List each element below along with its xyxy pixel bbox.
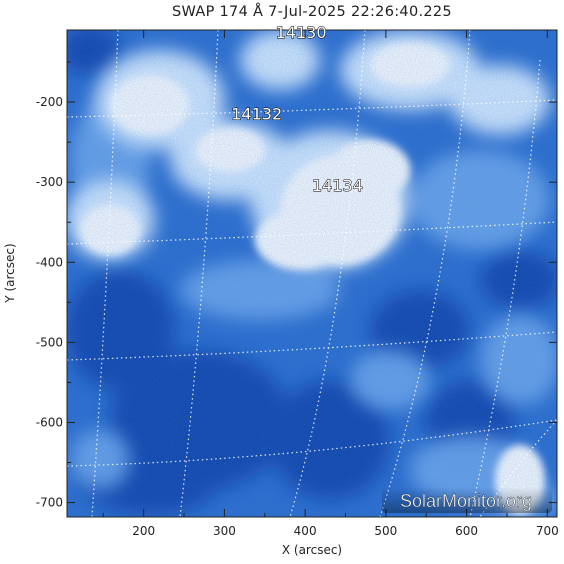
y-axis-ticks: -200 -300 -400 -500 -600 -700	[36, 61, 557, 510]
region-label: 14132	[231, 105, 282, 124]
x-tick-label: 300	[213, 524, 236, 538]
y-tick-label: -700	[36, 496, 63, 510]
y-axis-label: Y (arcsec)	[3, 243, 17, 303]
active-region-labels: 14130 14132 14134	[231, 23, 364, 196]
x-tick-label: 400	[294, 524, 317, 538]
x-tick-label: 700	[536, 524, 559, 538]
x-tick-label: 500	[374, 524, 397, 538]
solar-emission-image	[67, 30, 557, 517]
y-tick-label: -400	[36, 255, 63, 269]
region-label: 14130	[276, 23, 327, 42]
plot-title: SWAP 174 Å 7-Jul-2025 22:26:40.225	[172, 4, 452, 20]
x-tick-label: 200	[132, 524, 155, 538]
watermark: SolarMonitor.org	[400, 491, 532, 511]
x-tick-label: 600	[455, 524, 478, 538]
y-tick-label: -600	[36, 415, 63, 429]
y-tick-label: -500	[36, 335, 63, 349]
x-axis-label: X (arcsec)	[281, 543, 343, 557]
y-tick-label: -200	[36, 95, 63, 109]
y-tick-label: -300	[36, 175, 63, 189]
region-label: 14134	[312, 176, 363, 195]
x-axis-ticks: 200 300 400 500 600 700	[102, 30, 559, 538]
